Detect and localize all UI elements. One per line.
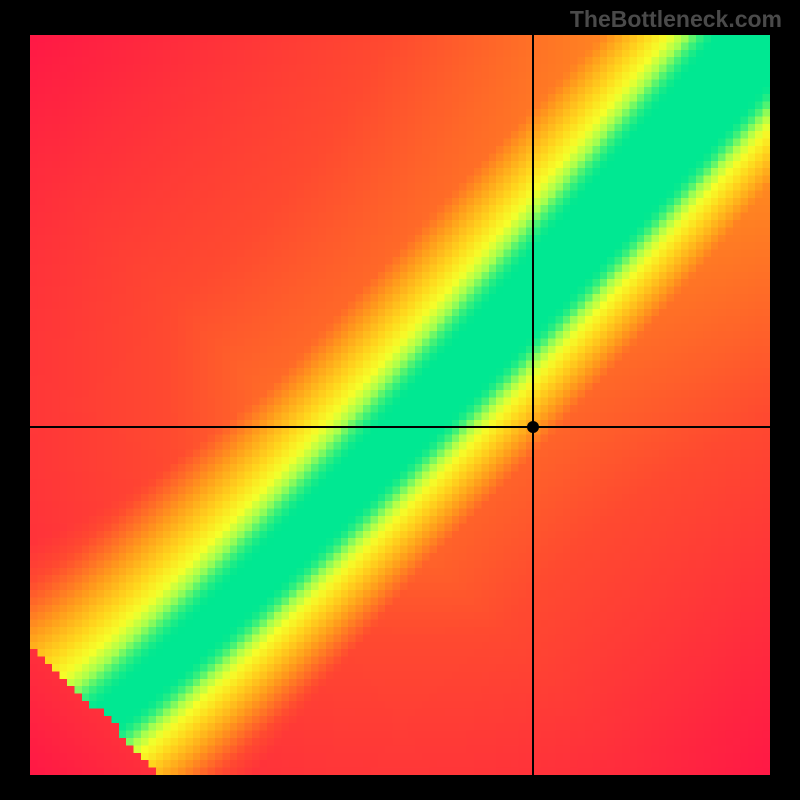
crosshair-horizontal [30, 426, 770, 428]
bottleneck-heatmap [30, 35, 770, 775]
crosshair-vertical [532, 35, 534, 775]
chart-container: TheBottleneck.com [0, 0, 800, 800]
watermark-text: TheBottleneck.com [570, 6, 782, 33]
crosshair-marker [527, 421, 539, 433]
